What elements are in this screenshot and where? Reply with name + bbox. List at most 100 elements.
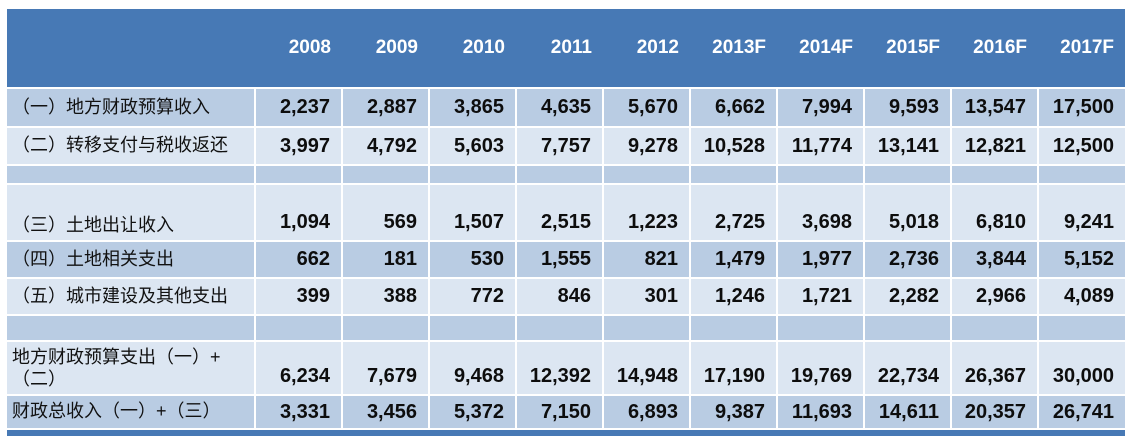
spacer-cell (7, 315, 256, 342)
value-cell: 9,241 (1038, 184, 1125, 242)
year-header-2010: 2010 (429, 9, 516, 89)
value-cell: 7,679 (342, 341, 430, 396)
header-empty-cell (7, 9, 255, 89)
value-cell: 2,966 (951, 278, 1039, 316)
spacer-cell (255, 315, 343, 342)
value-cell: 530 (429, 241, 517, 279)
year-header-2008: 2008 (255, 9, 342, 89)
value-cell: 5,670 (603, 88, 691, 128)
year-header-2009: 2009 (342, 9, 429, 89)
value-cell: 30,000 (1038, 341, 1125, 396)
value-cell: 1,094 (255, 184, 343, 242)
value-cell: 10,528 (690, 127, 778, 166)
value-cell: 20,357 (951, 395, 1039, 430)
value-cell: 12,392 (516, 341, 604, 396)
row-label: （三）土地出让收入 (7, 184, 256, 242)
table-row-total-fiscal-revenue: 财政总收入（一）+（三） 3,331 3,456 5,372 7,150 6,8… (7, 395, 1125, 430)
value-cell: 6,893 (603, 395, 691, 430)
value-cell: 6,234 (255, 341, 343, 396)
value-cell: 2,282 (864, 278, 952, 316)
value-cell: 5,018 (864, 184, 952, 242)
value-cell: 9,278 (603, 127, 691, 166)
value-cell: 1,721 (777, 278, 865, 316)
value-cell: 9,593 (864, 88, 952, 128)
spacer-cell (429, 165, 517, 185)
spacer-row (7, 165, 1125, 185)
row-label: （五）城市建设及其他支出 (7, 278, 256, 316)
value-cell: 4,089 (1038, 278, 1125, 316)
year-header-2013f: 2013F (690, 9, 777, 89)
spacer-cell (690, 315, 778, 342)
value-cell: 181 (342, 241, 430, 279)
value-cell: 5,372 (429, 395, 517, 430)
value-cell: 3,456 (342, 395, 430, 430)
year-header-2016f: 2016F (951, 9, 1038, 89)
value-cell: 4,792 (342, 127, 430, 166)
value-cell: 17,190 (690, 341, 778, 396)
value-cell: 1,555 (516, 241, 604, 279)
row-label: （一）地方财政预算收入 (7, 88, 256, 128)
value-cell: 662 (255, 241, 343, 279)
value-cell: 5,152 (1038, 241, 1125, 279)
table-row-urban-construction-other: （五）城市建设及其他支出 399 388 772 846 301 1,246 1… (7, 278, 1125, 316)
value-cell: 3,698 (777, 184, 865, 242)
value-cell: 1,246 (690, 278, 778, 316)
value-cell: 13,547 (951, 88, 1039, 128)
value-cell: 19,769 (777, 341, 865, 396)
value-cell: 11,693 (777, 395, 865, 430)
spacer-cell (1038, 315, 1125, 342)
value-cell: 11,774 (777, 127, 865, 166)
row-label: 财政总收入（一）+（三） (7, 395, 256, 430)
spacer-cell (864, 315, 952, 342)
value-cell: 3,997 (255, 127, 343, 166)
value-cell: 26,741 (1038, 395, 1125, 430)
spacer-cell (690, 165, 778, 185)
spacer-cell (1038, 165, 1125, 185)
spacer-cell (603, 165, 691, 185)
spacer-cell (342, 315, 430, 342)
spacer-cell (603, 315, 691, 342)
table-row-total-budget-expenditure: 地方财政预算支出（一）+（二） 6,234 7,679 9,468 12,392… (7, 341, 1125, 396)
spacer-cell (951, 165, 1039, 185)
value-cell: 2,887 (342, 88, 430, 128)
value-cell: 6,662 (690, 88, 778, 128)
table-row-local-budget-revenue: （一）地方财政预算收入 2,237 2,887 3,865 4,635 5,67… (7, 88, 1125, 128)
value-cell: 13,141 (864, 127, 952, 166)
row-label: （四）土地相关支出 (7, 241, 256, 279)
value-cell: 7,150 (516, 395, 604, 430)
spacer-cell (429, 315, 517, 342)
value-cell: 9,468 (429, 341, 517, 396)
spacer-row (7, 315, 1125, 342)
value-cell: 399 (255, 278, 343, 316)
value-cell: 5,603 (429, 127, 517, 166)
value-cell: 2,736 (864, 241, 952, 279)
table-row-land-sale-revenue: （三）土地出让收入 1,094 569 1,507 2,515 1,223 2,… (7, 184, 1125, 242)
value-cell: 846 (516, 278, 604, 316)
value-cell: 1,223 (603, 184, 691, 242)
value-cell: 388 (342, 278, 430, 316)
table-header-row: 2008 2009 2010 2011 2012 2013F 2014F 201… (7, 9, 1125, 89)
value-cell: 2,725 (690, 184, 778, 242)
year-header-2017f: 2017F (1038, 9, 1125, 89)
value-cell: 17,500 (1038, 88, 1125, 128)
value-cell: 1,977 (777, 241, 865, 279)
year-header-2012: 2012 (603, 9, 690, 89)
value-cell: 569 (342, 184, 430, 242)
year-header-2015f: 2015F (864, 9, 951, 89)
value-cell: 7,994 (777, 88, 865, 128)
value-cell: 12,821 (951, 127, 1039, 166)
value-cell: 3,865 (429, 88, 517, 128)
value-cell: 26,367 (951, 341, 1039, 396)
value-cell: 301 (603, 278, 691, 316)
value-cell: 12,500 (1038, 127, 1125, 166)
table-row-transfers-tax-rebates: （二）转移支付与税收返还 3,997 4,792 5,603 7,757 9,2… (7, 127, 1125, 166)
spacer-cell (516, 165, 604, 185)
value-cell: 9,387 (690, 395, 778, 430)
value-cell: 3,331 (255, 395, 343, 430)
spacer-cell (342, 165, 430, 185)
spacer-cell (864, 165, 952, 185)
value-cell: 7,757 (516, 127, 604, 166)
value-cell: 3,844 (951, 241, 1039, 279)
value-cell: 772 (429, 278, 517, 316)
value-cell: 22,734 (864, 341, 952, 396)
